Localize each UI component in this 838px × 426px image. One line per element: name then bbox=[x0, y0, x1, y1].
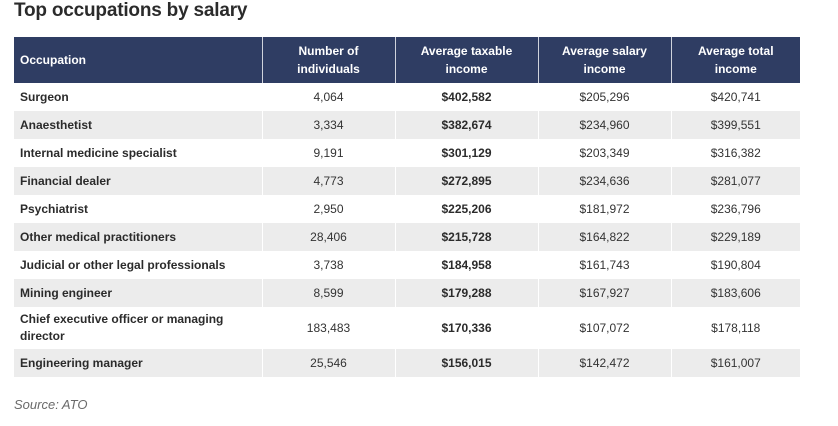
occupation-cell: Mining engineer bbox=[14, 279, 263, 307]
taxable-income-cell: $272,895 bbox=[395, 167, 539, 195]
individuals-cell: 25,546 bbox=[262, 349, 396, 377]
table-body: Surgeon 4,064 $402,582 $205,296 $420,741 Anae… bbox=[14, 83, 800, 377]
table-row: Engineering manager 25,546 $156,015 $142,47… bbox=[14, 349, 800, 377]
occupation-cell: Internal medicine specialist bbox=[14, 139, 263, 167]
individuals-cell: 4,773 bbox=[262, 167, 396, 195]
header-average-taxable-income: Average taxable income bbox=[395, 37, 539, 83]
total-income-cell: $316,382 bbox=[671, 139, 800, 167]
total-income-cell: $399,551 bbox=[671, 111, 800, 139]
individuals-cell: 3,334 bbox=[262, 111, 396, 139]
salary-income-cell: $164,822 bbox=[538, 223, 672, 251]
individuals-cell: 2,950 bbox=[262, 195, 396, 223]
table-row: Mining engineer 8,599 $179,288 $167,927 $183… bbox=[14, 279, 800, 307]
table-row: Psychiatrist 2,950 $225,206 $181,972 $236,79… bbox=[14, 195, 800, 223]
salary-income-cell: $167,927 bbox=[538, 279, 672, 307]
taxable-income-cell: $184,958 bbox=[395, 251, 539, 279]
taxable-income-cell: $402,582 bbox=[395, 83, 539, 111]
total-income-cell: $420,741 bbox=[671, 83, 800, 111]
occupation-cell: Financial dealer bbox=[14, 167, 263, 195]
individuals-cell: 183,483 bbox=[262, 307, 396, 349]
total-income-cell: $236,796 bbox=[671, 195, 800, 223]
taxable-income-cell: $170,336 bbox=[395, 307, 539, 349]
occupation-cell: Surgeon bbox=[14, 83, 263, 111]
total-income-cell: $281,077 bbox=[671, 167, 800, 195]
taxable-income-cell: $179,288 bbox=[395, 279, 539, 307]
occupation-cell: Psychiatrist bbox=[14, 195, 263, 223]
occupation-cell: Anaesthetist bbox=[14, 111, 263, 139]
header-number-of-individuals: Number of individuals bbox=[262, 37, 396, 83]
total-income-cell: $183,606 bbox=[671, 279, 800, 307]
individuals-cell: 8,599 bbox=[262, 279, 396, 307]
header-occupation: Occupation bbox=[14, 37, 263, 83]
table-row: Judicial or other legal professionals 3,7… bbox=[14, 251, 800, 279]
header-row: Occupation Number of individuals Average… bbox=[14, 37, 800, 83]
taxable-income-cell: $382,674 bbox=[395, 111, 539, 139]
salary-income-cell: $142,472 bbox=[538, 349, 672, 377]
salary-income-cell: $107,072 bbox=[538, 307, 672, 349]
individuals-cell: 4,064 bbox=[262, 83, 396, 111]
total-income-cell: $190,804 bbox=[671, 251, 800, 279]
occupation-cell: Engineering manager bbox=[14, 349, 263, 377]
salary-income-cell: $161,743 bbox=[538, 251, 672, 279]
salary-income-cell: $181,972 bbox=[538, 195, 672, 223]
table-row: Chief executive officer or managing dire… bbox=[14, 307, 800, 349]
total-income-cell: $178,118 bbox=[671, 307, 800, 349]
individuals-cell: 28,406 bbox=[262, 223, 396, 251]
taxable-income-cell: $215,728 bbox=[395, 223, 539, 251]
salary-income-cell: $203,349 bbox=[538, 139, 672, 167]
taxable-income-cell: $156,015 bbox=[395, 349, 539, 377]
taxable-income-cell: $301,129 bbox=[395, 139, 539, 167]
occupation-cell: Chief executive officer or managing dire… bbox=[14, 307, 263, 349]
salary-income-cell: $234,636 bbox=[538, 167, 672, 195]
table-row: Surgeon 4,064 $402,582 $205,296 $420,741 bbox=[14, 83, 800, 111]
total-income-cell: $229,189 bbox=[671, 223, 800, 251]
individuals-cell: 9,191 bbox=[262, 139, 396, 167]
taxable-income-cell: $225,206 bbox=[395, 195, 539, 223]
table-row: Financial dealer 4,773 $272,895 $234,636 $28… bbox=[14, 167, 800, 195]
table-row: Internal medicine specialist 9,191 $301,12… bbox=[14, 139, 800, 167]
individuals-cell: 3,738 bbox=[262, 251, 396, 279]
source-note: Source: ATO bbox=[14, 397, 88, 412]
occupation-cell: Judicial or other legal professionals bbox=[14, 251, 263, 279]
occupation-cell: Other medical practitioners bbox=[14, 223, 263, 251]
table-row: Anaesthetist 3,334 $382,674 $234,960 $399,55… bbox=[14, 111, 800, 139]
salary-income-cell: $234,960 bbox=[538, 111, 672, 139]
header-average-total-income: Average total income bbox=[671, 37, 800, 83]
total-income-cell: $161,007 bbox=[671, 349, 800, 377]
header-average-salary-income: Average salary income bbox=[538, 37, 672, 83]
table-row: Other medical practitioners 28,406 $215,72… bbox=[14, 223, 800, 251]
salary-table: Occupation Number of individuals Average… bbox=[14, 37, 800, 377]
table-title: Top occupations by salary bbox=[14, 0, 248, 21]
salary-income-cell: $205,296 bbox=[538, 83, 672, 111]
